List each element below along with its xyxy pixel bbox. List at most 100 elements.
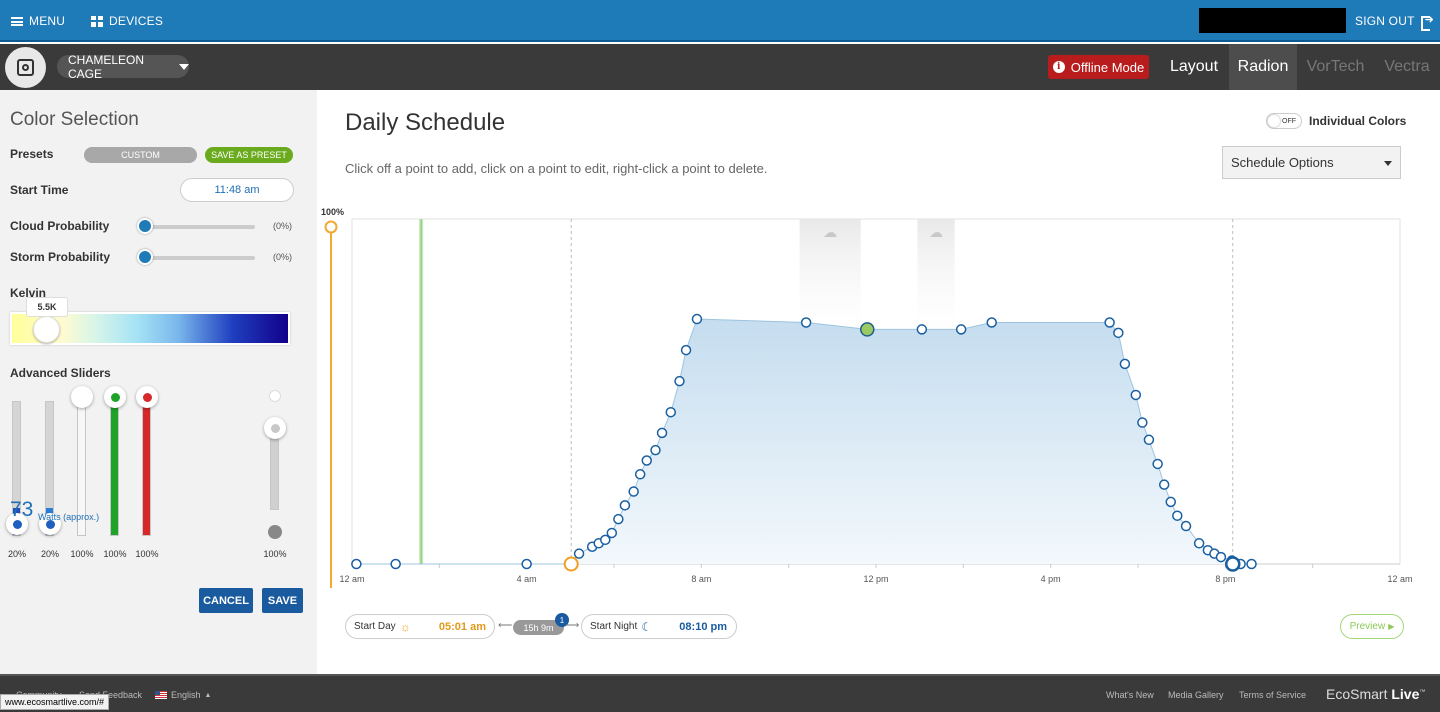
x-tick-label: 12 pm bbox=[863, 574, 888, 584]
tab-vortech[interactable]: VorTech bbox=[1306, 58, 1365, 75]
devices-label: DEVICES bbox=[109, 14, 164, 28]
offline-mode-label: Offline Mode bbox=[1070, 59, 1145, 75]
cloud-probability-knob[interactable] bbox=[137, 218, 153, 234]
schedule-point[interactable] bbox=[390, 558, 401, 570]
individual-colors-toggle[interactable]: OFF bbox=[1266, 113, 1302, 129]
schedule-point[interactable] bbox=[1104, 317, 1115, 328]
schedule-point[interactable] bbox=[1180, 520, 1192, 532]
terms-link[interactable]: Terms of Service bbox=[1239, 690, 1307, 700]
schedule-point[interactable] bbox=[674, 375, 685, 387]
channel-slider-track[interactable] bbox=[142, 401, 151, 536]
start-time-input[interactable]: 11:48 am bbox=[180, 178, 294, 202]
schedule-point[interactable] bbox=[665, 406, 677, 418]
schedule-point[interactable] bbox=[1193, 538, 1205, 549]
cloud-icon: ☁ bbox=[823, 225, 837, 241]
tab-radion[interactable]: Radion bbox=[1229, 44, 1297, 90]
page-title: Daily Schedule bbox=[345, 109, 506, 136]
channel-slider-knob[interactable] bbox=[6, 513, 28, 535]
channel-slider-knob[interactable] bbox=[71, 386, 93, 408]
schedule-point-selected[interactable] bbox=[860, 322, 875, 337]
save-button[interactable]: SAVE bbox=[262, 588, 303, 613]
preview-button[interactable]: Preview ▶ bbox=[1340, 614, 1404, 639]
kelvin-value-tooltip: 5.5K bbox=[26, 297, 68, 317]
channel-slider-fill bbox=[111, 402, 118, 535]
schedule-point[interactable] bbox=[1172, 510, 1183, 521]
schedule-point[interactable] bbox=[1113, 327, 1124, 339]
schedule-point[interactable] bbox=[1152, 458, 1163, 470]
channel-slider-top-marker bbox=[269, 390, 281, 402]
cloud-probability-slider[interactable] bbox=[145, 225, 255, 229]
us-flag-icon bbox=[155, 691, 167, 699]
schedule-options-dropdown[interactable]: Schedule Options bbox=[1222, 146, 1401, 179]
tank-selector[interactable]: CHAMELEON CAGE bbox=[57, 52, 189, 81]
channel-value: 20% bbox=[7, 549, 26, 559]
tank-name: CHAMELEON CAGE bbox=[68, 52, 145, 81]
channel-slider-track[interactable] bbox=[110, 401, 119, 536]
schedule-point[interactable] bbox=[1130, 389, 1142, 401]
schedule-point[interactable] bbox=[680, 344, 692, 356]
storm-probability-knob[interactable] bbox=[137, 249, 153, 265]
media-gallery-link[interactable]: Media Gallery bbox=[1168, 690, 1224, 700]
ecosmart-live-logo: EcoSmart Live™ bbox=[1326, 686, 1426, 702]
schedule-point[interactable] bbox=[955, 324, 967, 335]
schedule-point[interactable] bbox=[521, 558, 532, 570]
schedule-point[interactable] bbox=[606, 527, 618, 539]
chevron-down-icon bbox=[179, 63, 189, 70]
schedule-point[interactable] bbox=[1119, 358, 1131, 370]
sunrise-handle[interactable] bbox=[563, 556, 579, 572]
schedule-point[interactable] bbox=[641, 455, 652, 466]
language-selector[interactable]: English ▲ bbox=[155, 690, 211, 700]
tank-photo-button[interactable] bbox=[5, 47, 46, 88]
daily-schedule-chart[interactable]: ☁ ☁ 100% 12 am 4 am 8 am 12 pm 4 pm 8 pm 12 am bbox=[317, 200, 1440, 600]
y-max-label: 100% bbox=[321, 207, 344, 217]
schedule-point[interactable] bbox=[351, 558, 362, 570]
schedule-point[interactable] bbox=[986, 317, 997, 328]
schedule-point[interactable] bbox=[1158, 479, 1170, 490]
sunset-handle[interactable] bbox=[1225, 556, 1241, 572]
tab-vectra[interactable]: Vectra bbox=[1384, 58, 1430, 75]
menu-label: MENU bbox=[29, 14, 66, 28]
day-length-count: 1 bbox=[555, 613, 569, 627]
schedule-point[interactable] bbox=[634, 469, 646, 480]
schedule-point[interactable] bbox=[613, 513, 624, 525]
storm-probability-value: (0%) bbox=[273, 252, 293, 262]
schedule-point[interactable] bbox=[1215, 551, 1227, 563]
time-cursor-handle[interactable] bbox=[324, 220, 338, 234]
schedule-point[interactable] bbox=[656, 427, 668, 439]
schedule-point[interactable] bbox=[1143, 434, 1155, 446]
send-feedback-link[interactable]: Send Feedback bbox=[79, 690, 143, 700]
color-selection-panel: Color Selection Presets CUSTOM SAVE AS P… bbox=[0, 90, 317, 674]
kelvin-knob[interactable] bbox=[33, 316, 60, 343]
start-night-field[interactable]: Start Night ☾ 08:10 pm bbox=[581, 614, 737, 639]
schedule-point[interactable] bbox=[573, 548, 585, 559]
offline-mode-button[interactable]: i Offline Mode bbox=[1048, 55, 1149, 79]
schedule-point[interactable] bbox=[916, 324, 928, 335]
schedule-point[interactable] bbox=[1246, 558, 1257, 570]
tab-layout[interactable]: Layout bbox=[1169, 58, 1219, 75]
start-day-field[interactable]: Start Day ☼ 05:01 am bbox=[345, 614, 495, 639]
schedule-point[interactable] bbox=[650, 444, 661, 456]
sign-out-button[interactable]: SIGN OUT bbox=[1355, 13, 1434, 31]
schedule-point[interactable] bbox=[800, 317, 812, 328]
storm-probability-slider[interactable] bbox=[145, 256, 255, 260]
schedule-point[interactable] bbox=[1165, 496, 1176, 508]
schedule-point[interactable] bbox=[1137, 417, 1148, 428]
schedule-point[interactable] bbox=[691, 313, 703, 325]
menu-button[interactable]: MENU bbox=[11, 14, 65, 28]
sign-out-label: SIGN OUT bbox=[1355, 14, 1415, 28]
cancel-button[interactable]: CANCEL bbox=[199, 588, 253, 613]
cloud-icon: ☁ bbox=[929, 225, 943, 241]
channel-slider-knob[interactable] bbox=[136, 386, 158, 408]
preset-dropdown[interactable]: CUSTOM bbox=[84, 147, 197, 163]
start-night-time: 08:10 pm bbox=[679, 620, 727, 633]
schedule-point[interactable] bbox=[628, 486, 639, 497]
devices-button[interactable]: DEVICES bbox=[91, 14, 163, 28]
schedule-point[interactable] bbox=[619, 500, 631, 511]
channel-slider-knob[interactable] bbox=[39, 513, 61, 535]
channel-slider-knob[interactable] bbox=[264, 417, 286, 439]
save-as-preset-button[interactable]: SAVE AS PRESET bbox=[205, 147, 293, 163]
schedule-point[interactable] bbox=[600, 534, 611, 546]
whats-new-link[interactable]: What's New bbox=[1106, 690, 1154, 700]
channel-slider-knob[interactable] bbox=[104, 386, 126, 408]
camera-icon bbox=[17, 59, 34, 76]
